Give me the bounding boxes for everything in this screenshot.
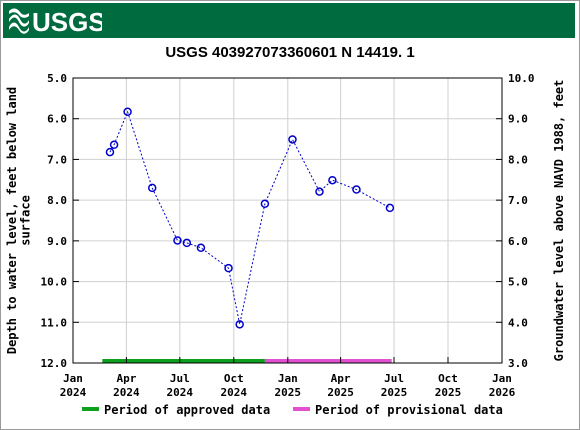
- chart-title: USGS 403927073360601 N 14419. 1: [165, 44, 415, 61]
- x-tick-label-month: Apr: [116, 372, 136, 385]
- y-tick-label-right: 6.0: [508, 235, 528, 248]
- y-tick-label-right: 10.0: [508, 72, 535, 85]
- legend-swatch: [82, 407, 99, 411]
- y-tick-label-right: 7.0: [508, 194, 528, 207]
- axis-ticks: 5.0 10.0 6.0 9.0 7.0 8.0 8.0 7.0 9.0 6.0 10.0 5.0 11…: [41, 72, 535, 399]
- y-tick-label-left: 11.0: [41, 316, 68, 329]
- approval-bars: [102, 359, 392, 363]
- x-tick-label-year: 2025: [275, 386, 302, 399]
- data-point: [288, 135, 297, 144]
- y-tick-label-right: 5.0: [508, 276, 528, 289]
- data-point: [328, 175, 337, 185]
- x-tick-label-year: 2025: [381, 386, 408, 399]
- legend: Period of approved data Period of provisi…: [82, 403, 503, 417]
- y-axis-label-left: Depth to water level, feet below landsur…: [5, 87, 33, 354]
- x-tick-label-year: 2025: [327, 386, 354, 399]
- x-tick-label-year: 2024: [167, 386, 194, 399]
- x-tick-label-month: Jan: [278, 372, 298, 385]
- x-tick-label-month: Jan: [63, 372, 83, 385]
- data-point: [105, 147, 115, 157]
- x-tick-label-month: Oct: [224, 372, 244, 385]
- y-tick-label-left: 8.0: [47, 194, 67, 207]
- data-point: [173, 236, 182, 245]
- approval-period-bar: [264, 359, 392, 363]
- legend-swatch: [293, 407, 310, 411]
- x-tick-label-month: Apr: [331, 372, 351, 385]
- y-tick-label-left: 7.0: [47, 153, 67, 166]
- y-axis-label-left-line2: surface: [19, 195, 33, 246]
- grid-lines: [73, 78, 502, 363]
- x-tick-label-month: Oct: [438, 372, 458, 385]
- y-tick-label-left: 10.0: [41, 276, 68, 289]
- y-tick-label-right: 9.0: [508, 113, 528, 126]
- data-point: [385, 203, 395, 213]
- y-tick-label-left: 5.0: [47, 72, 67, 85]
- y-tick-label-left: 12.0: [41, 357, 68, 370]
- data-point: [235, 320, 244, 329]
- y-axis-label-right: Groundwater level above NAVD 1988, feet: [552, 80, 566, 362]
- y-tick-label-right: 4.0: [508, 316, 528, 329]
- legend-label: Period of approved data: [104, 403, 270, 417]
- y-tick-label-right: 8.0: [508, 153, 528, 166]
- y-axis-label-left-line1: Depth to water level, feet below land: [5, 87, 19, 354]
- data-point: [123, 107, 132, 117]
- x-tick-label-year: 2024: [221, 386, 248, 399]
- data-point: [315, 187, 324, 196]
- data-point: [147, 183, 157, 193]
- y-tick-label-right: 3.0: [508, 357, 528, 370]
- usgs-logo-icon: USGS: [9, 7, 102, 35]
- data-point: [260, 199, 270, 209]
- x-tick-label-year: 2026: [489, 386, 516, 399]
- x-tick-label-year: 2024: [60, 386, 87, 399]
- x-tick-label-year: 2025: [435, 386, 462, 399]
- data-point: [196, 243, 206, 253]
- x-tick-label-year: 2024: [113, 386, 140, 399]
- svg-text:USGS: USGS: [32, 7, 102, 35]
- y-tick-label-left: 9.0: [47, 235, 67, 248]
- series-line: [109, 110, 391, 325]
- usgs-banner: USGS: [3, 3, 575, 38]
- x-tick-label-month: Jan: [492, 372, 512, 385]
- data-point: [109, 140, 119, 150]
- data-point: [224, 263, 233, 273]
- data-point: [352, 185, 361, 194]
- x-tick-label-month: Jul: [170, 372, 190, 385]
- approval-period-bar: [102, 359, 265, 363]
- x-tick-label-month: Jul: [384, 372, 404, 385]
- y-tick-label-left: 6.0: [47, 113, 67, 126]
- water-level-series: [105, 107, 395, 329]
- data-point: [182, 238, 192, 248]
- legend-label: Period of provisional data: [315, 403, 503, 417]
